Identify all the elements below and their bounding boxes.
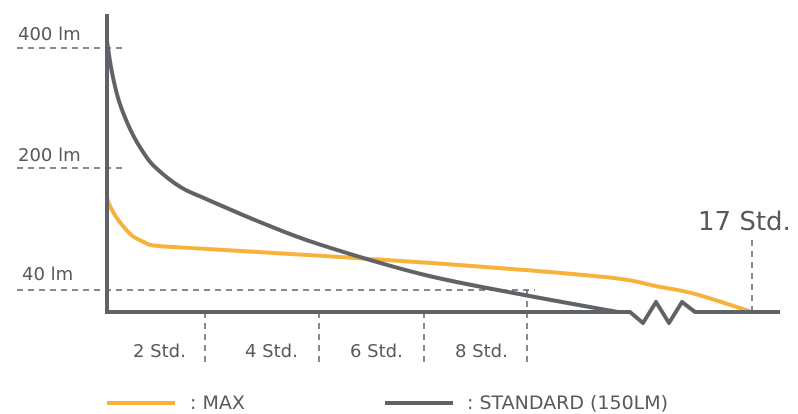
legend: : MAX : STANDARD (150LM) [107, 392, 668, 414]
y-tick-label-200: 200 lm [18, 145, 81, 166]
y-tick-label-40: 40 lm [22, 264, 73, 285]
x-tick-label-8: 8 Std. [455, 341, 508, 362]
y-tick-label-400: 400 lm [18, 24, 81, 45]
x-tick-label-6: 6 Std. [350, 341, 403, 362]
x-axis-with-break [107, 300, 780, 325]
legend-label-max: : MAX [190, 392, 245, 414]
series-line-standard [105, 39, 620, 314]
end-time-label: 17 Std. [698, 207, 791, 237]
series-lines [105, 39, 754, 314]
series-line-max [105, 196, 754, 314]
guide-lines [17, 47, 753, 362]
legend-label-standard: : STANDARD (150LM) [467, 392, 668, 414]
x-tick-label-4: 4 Std. [245, 341, 298, 362]
axes [105, 14, 780, 325]
x-tick-label-2: 2 Std. [133, 341, 186, 362]
